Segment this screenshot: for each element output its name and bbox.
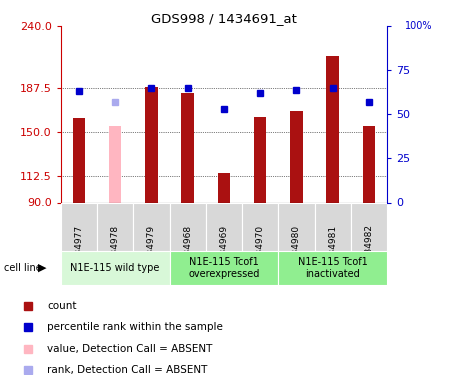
Text: value, Detection Call = ABSENT: value, Detection Call = ABSENT bbox=[47, 344, 212, 354]
Bar bbox=[278, 251, 387, 285]
Bar bbox=[363, 126, 375, 202]
Text: GSM34980: GSM34980 bbox=[292, 224, 301, 274]
Bar bbox=[145, 87, 158, 202]
Text: GSM34970: GSM34970 bbox=[256, 224, 265, 274]
Bar bbox=[315, 202, 351, 251]
Bar bbox=[61, 202, 97, 251]
Text: ▶: ▶ bbox=[38, 263, 47, 273]
Bar bbox=[254, 117, 266, 202]
Text: count: count bbox=[47, 301, 76, 311]
Text: GSM34968: GSM34968 bbox=[183, 224, 192, 274]
Text: N1E-115 Tcof1
inactivated: N1E-115 Tcof1 inactivated bbox=[298, 257, 368, 279]
Text: N1E-115 Tcof1
overexpressed: N1E-115 Tcof1 overexpressed bbox=[188, 257, 260, 279]
Text: GSM34977: GSM34977 bbox=[74, 224, 83, 274]
Bar bbox=[278, 202, 315, 251]
Bar bbox=[170, 202, 206, 251]
Bar bbox=[97, 202, 133, 251]
Text: rank, Detection Call = ABSENT: rank, Detection Call = ABSENT bbox=[47, 365, 207, 375]
Bar bbox=[326, 56, 339, 202]
Text: GSM34981: GSM34981 bbox=[328, 224, 337, 274]
Bar bbox=[181, 93, 194, 202]
Bar bbox=[217, 173, 230, 202]
Bar bbox=[133, 202, 170, 251]
Text: GSM34982: GSM34982 bbox=[364, 224, 373, 273]
Bar bbox=[242, 202, 278, 251]
Title: GDS998 / 1434691_at: GDS998 / 1434691_at bbox=[151, 12, 297, 25]
Text: GSM34969: GSM34969 bbox=[220, 224, 228, 274]
Bar bbox=[61, 251, 170, 285]
Bar bbox=[206, 202, 242, 251]
Text: percentile rank within the sample: percentile rank within the sample bbox=[47, 322, 223, 332]
Bar bbox=[170, 251, 278, 285]
Text: cell line: cell line bbox=[4, 263, 42, 273]
Bar bbox=[290, 111, 303, 202]
Bar bbox=[351, 202, 387, 251]
Text: N1E-115 wild type: N1E-115 wild type bbox=[71, 263, 160, 273]
Text: 100%: 100% bbox=[405, 21, 432, 31]
Bar bbox=[109, 126, 122, 202]
Bar bbox=[72, 118, 85, 202]
Text: GSM34979: GSM34979 bbox=[147, 224, 156, 274]
Text: GSM34978: GSM34978 bbox=[111, 224, 120, 274]
